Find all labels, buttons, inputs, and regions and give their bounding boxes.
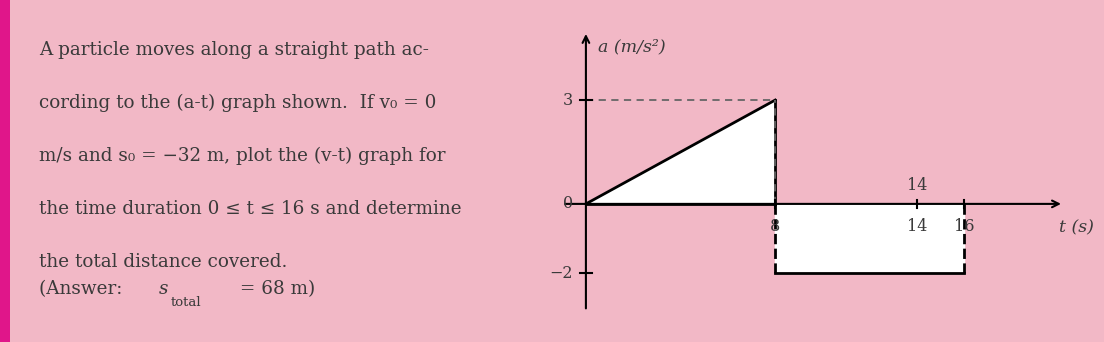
Text: 14: 14 [906, 219, 927, 235]
Text: a (m/s²): a (m/s²) [597, 38, 666, 55]
Text: 8: 8 [771, 219, 781, 235]
Text: m/s and s₀ = −32 m, plot the (v-t) graph for: m/s and s₀ = −32 m, plot the (v-t) graph… [39, 147, 446, 165]
Text: t (s): t (s) [1059, 220, 1094, 236]
Text: 0: 0 [563, 195, 573, 212]
Text: cording to the (a-t) graph shown.  If v₀ = 0: cording to the (a-t) graph shown. If v₀ … [39, 94, 436, 112]
Text: (Answer:: (Answer: [39, 280, 140, 299]
Text: 14: 14 [906, 177, 927, 194]
FancyBboxPatch shape [0, 0, 10, 342]
Text: 3: 3 [563, 92, 573, 108]
Text: total: total [171, 296, 202, 309]
Text: the total distance covered.: the total distance covered. [39, 253, 287, 271]
Text: −2: −2 [550, 265, 573, 281]
Polygon shape [586, 100, 775, 204]
Text: 16: 16 [954, 219, 975, 235]
Text: the time duration 0 ≤ t ≤ 16 s and determine: the time duration 0 ≤ t ≤ 16 s and deter… [39, 200, 461, 218]
Text: s: s [159, 280, 168, 299]
Text: A particle moves along a straight path ac-: A particle moves along a straight path a… [39, 41, 428, 59]
Polygon shape [775, 204, 965, 273]
Text: = 68 m): = 68 m) [234, 280, 316, 299]
